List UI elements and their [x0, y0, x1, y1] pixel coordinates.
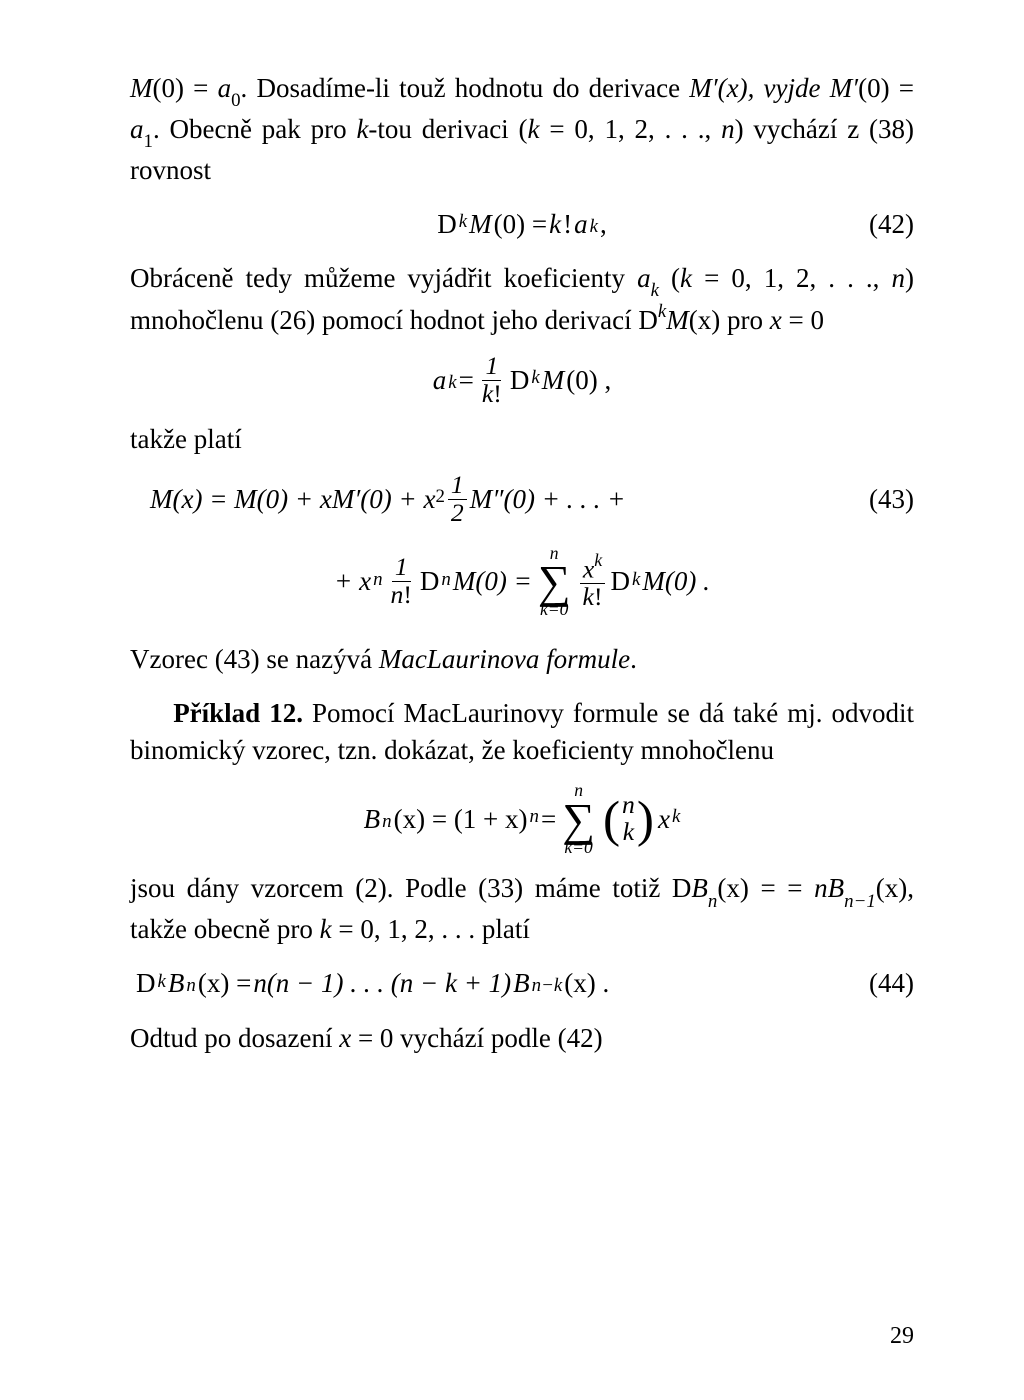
example-label: Příklad 12. — [173, 698, 303, 728]
para-7: Odtud po dosazení x = 0 vychází podle (4… — [130, 1020, 914, 1056]
equation-44: DkBn(x) = n(n − 1) . . . (n − k + 1) Bn−… — [130, 962, 914, 1006]
page-number: 29 — [890, 1323, 914, 1350]
para-3: takže platí — [130, 421, 914, 457]
para-6: jsou dány vzorcem (2). Podle (33) máme t… — [130, 870, 914, 947]
equation-43-line1: M(x) = M(0) + xM′(0) + x2 1 2 M″(0) + . … — [130, 472, 914, 527]
equation-42: DkM(0) = k! ak , (42) — [130, 202, 914, 246]
sum-symbol: n ∑ k=0 — [538, 545, 571, 619]
para-4: Vzorec (43) se nazývá MacLaurinova formu… — [130, 641, 914, 677]
para-2: Obráceně tedy můžeme vyjádřit koeficient… — [130, 260, 914, 338]
eq-number-43: (43) — [869, 484, 914, 515]
eq-number-42: (42) — [869, 209, 914, 240]
para-1: M(0) = a0. Dosadíme-li touž hodnotu do d… — [130, 70, 914, 188]
page: M(0) = a0. Dosadíme-li touž hodnotu do d… — [0, 0, 1024, 1400]
binomial: ( n k ) — [603, 792, 654, 846]
sum-symbol: n ∑ k=0 — [562, 782, 595, 856]
equation-bn: Bn(x) = (1 + x)n = n ∑ k=0 ( n k ) xk — [130, 782, 914, 856]
para-5: Příklad 12. Pomocí MacLaurinovy formule … — [130, 695, 914, 768]
equation-ak: ak = 1 k! DkM(0) , — [130, 353, 914, 408]
eq-number-44: (44) — [869, 968, 914, 999]
fraction: 1 k! — [479, 353, 505, 408]
equation-43-line2: + xn 1 n! DnM(0) = n ∑ k=0 xk k! DkM(0) … — [130, 545, 914, 619]
var-M: M — [130, 73, 153, 103]
